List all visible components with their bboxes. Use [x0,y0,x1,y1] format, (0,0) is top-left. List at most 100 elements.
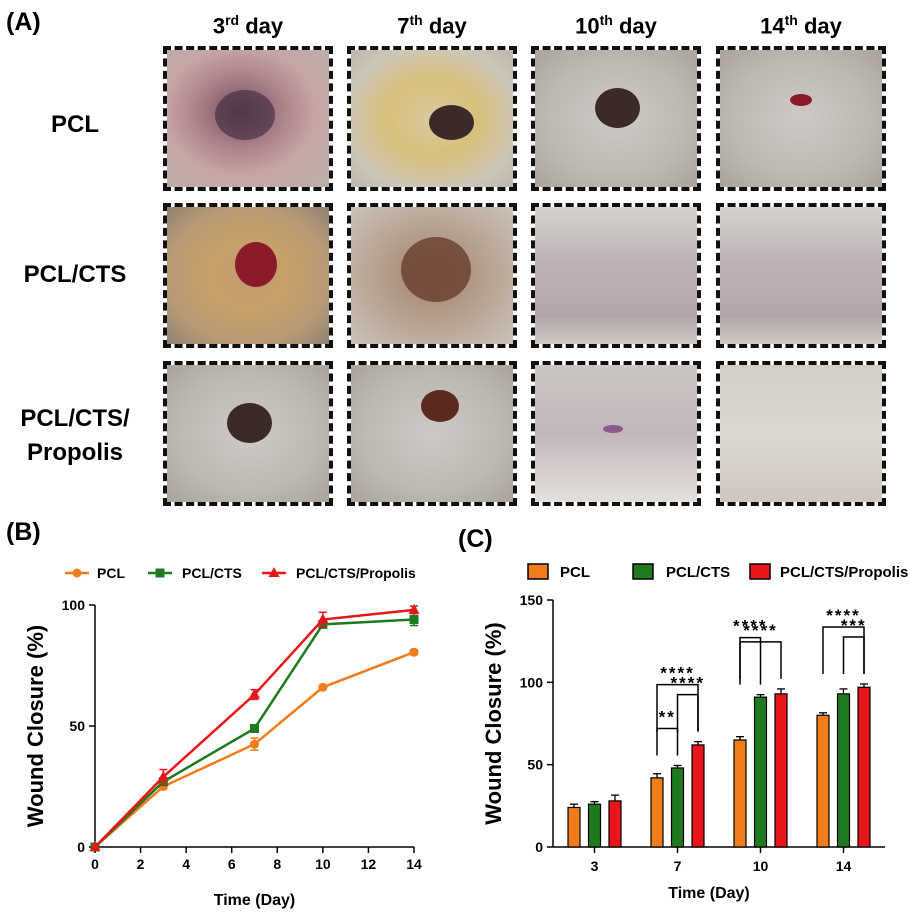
bar [774,693,788,848]
wound-spot [790,94,812,106]
day-header-7: 7th day [347,12,517,39]
day-num: 14 [760,13,785,39]
x-tick-label: 7 [674,858,682,874]
day-word: day [803,13,842,39]
wound-photo-wound-healed-pink [716,203,886,348]
significance-label: **** [733,617,767,636]
x-tick-label: 10 [753,858,769,874]
wound-scab [227,403,272,443]
data-point [409,647,419,657]
skin-background [535,207,697,344]
legend-marker [155,568,165,578]
significance-bracket [842,636,865,674]
bar [836,693,851,848]
data-point [317,613,329,624]
legend-label: PCL/CTS [182,565,242,581]
day-num: 3 [212,13,226,39]
wound-photo-wound-healed-scar [531,361,701,506]
data-point [89,841,101,851]
day-sup: th [409,12,423,28]
day-header-10: 10th day [531,12,701,39]
x-tick-label: 14 [406,856,422,872]
legend-marker [268,567,280,577]
significance-bracket [676,693,699,732]
data-point [157,770,169,781]
significance-bracket [739,636,762,685]
y-axis-label: Wound Closure (%) [481,622,506,824]
x-tick-label: 14 [836,858,852,874]
legend-label: PCL/CTS/Propolis [780,564,908,581]
skin-background [720,207,882,344]
legend-label: PCL [97,565,125,581]
legend-label: PCL/CTS/Propolis [296,565,416,581]
significance-label: **** [826,606,860,625]
x-axis-label: Time (Day) [668,885,750,902]
x-tick-label: 0 [91,856,99,872]
legend-marker [72,568,82,578]
legend-label: PCL [560,564,590,581]
bar-chart-wound-closure: PCL PCL/CTS PCL/CTS/Propolis 0 50 100 150 Time … [481,563,908,902]
line-chart-wound-closure: PCL PCL/CTS PCL/CTS/Propolis 0 2 4 6 8 10 12 14 0 50… [23,565,422,909]
bar [567,806,581,848]
day-num: 7 [397,13,410,39]
x-tick-label: 3 [591,858,599,874]
y-tick-label: 50 [69,718,85,734]
wound-photo-wound-yellow-dark [347,46,517,191]
legend-swatch [632,563,654,580]
day-word: day [428,13,467,39]
wound-area [215,90,275,140]
skin-background [535,365,697,502]
panel-label-c: (C) [458,525,493,553]
wound-photo-wound-fully-healed [716,361,886,506]
wound-scab [429,105,474,140]
x-axis-label: Time (Day) [214,892,296,909]
wound-scab [421,390,459,422]
skin-background [720,365,882,502]
row-label-line1: PCL/CTS/ [20,405,130,432]
day-word: day [618,13,657,39]
y-tick-label: 50 [527,757,543,773]
day-header-3: 3rd day [163,12,333,39]
day-word: day [245,13,284,39]
wound-photo-wound-brown-scab [347,203,517,348]
wound-photo-wound-healed-pink [531,203,701,348]
row-label-line2: Propolis [26,439,123,466]
significance-label: **** [743,621,777,640]
y-tick-label: 100 [62,597,86,613]
data-point [250,739,259,749]
bar [753,696,768,848]
wound-scab [595,88,640,128]
row-label-pcl: PCL [51,111,99,138]
data-point [250,723,259,733]
bar [691,744,705,848]
bar [733,739,747,848]
y-tick-label: 150 [520,592,544,608]
row-label-pcl-cts-propolis: PCL/CTS/ Propolis [0,402,150,470]
bar [857,686,871,848]
significance-label: **** [671,674,705,693]
significance-label: ** [659,707,676,726]
day-sup: rd [225,12,240,28]
day-sup: th [599,12,613,28]
wound-photo-wound-red-yellow [163,203,333,348]
y-axis-label: Wound Closure (%) [23,625,48,827]
x-tick-label: 8 [273,856,281,872]
skin-background [351,365,513,502]
significance-bracket [656,727,679,756]
y-tick-label: 100 [520,674,544,690]
bar [608,800,622,848]
y-tick-label: 0 [535,839,543,855]
wound-photo-wound-dark-scab [163,361,333,506]
wound-scab [401,237,471,302]
x-tick-label: 12 [361,856,377,872]
bar [650,777,664,848]
day-header-14: 14th day [716,12,886,39]
x-tick-label: 4 [182,856,190,872]
significance-bracket [822,626,865,674]
wound-photo-wound-large-pink [163,46,333,191]
wound-area [235,242,277,287]
wound-photo-wound-small-dark [347,361,517,506]
significance-label: **** [660,664,694,683]
wound-photo-wound-small-red [716,46,886,191]
data-point [249,688,260,699]
